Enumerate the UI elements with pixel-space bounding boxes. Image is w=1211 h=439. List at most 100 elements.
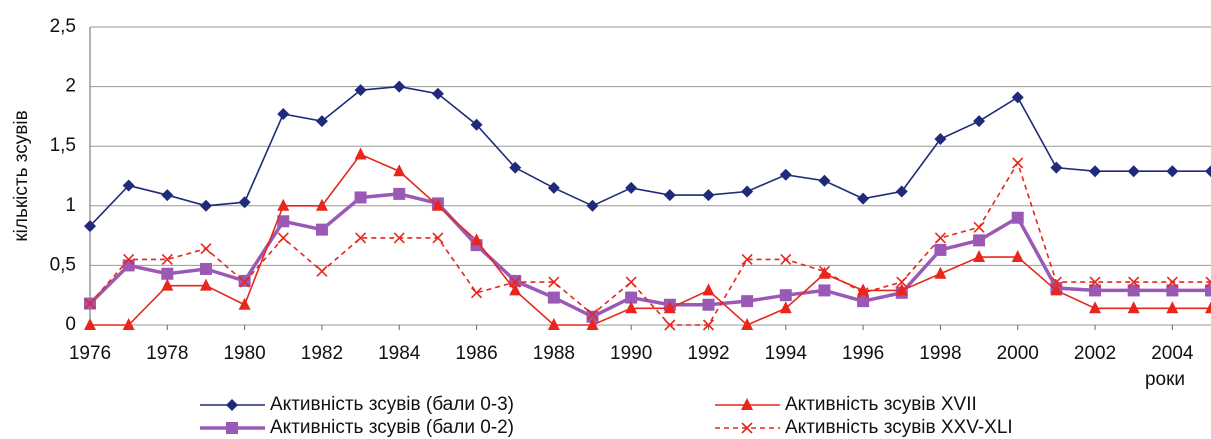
x-tick-label: 1984 — [378, 343, 421, 364]
y-tick-label: 2,5 — [50, 16, 76, 37]
data-point — [780, 253, 792, 266]
data-point — [586, 310, 599, 323]
data-point — [586, 199, 599, 212]
data-point — [200, 243, 212, 255]
data-point — [973, 234, 986, 247]
data-point — [741, 318, 754, 330]
x-tick-label: 1980 — [223, 343, 265, 364]
data-point — [432, 232, 444, 244]
data-point — [741, 185, 754, 198]
data-point — [779, 168, 792, 181]
data-point — [509, 274, 522, 287]
data-point — [277, 108, 290, 121]
legend-marker — [226, 422, 238, 434]
data-point — [625, 181, 638, 194]
data-point — [315, 223, 328, 236]
data-point — [548, 276, 560, 288]
data-point — [1011, 211, 1024, 224]
data-point — [431, 87, 444, 100]
data-point — [547, 291, 560, 304]
data-point — [625, 291, 638, 304]
data-point — [161, 278, 174, 291]
data-point — [1127, 165, 1140, 178]
x-tick-label: 1996 — [842, 343, 884, 364]
data-point — [663, 301, 676, 314]
data-point — [973, 250, 986, 263]
data-point — [470, 287, 483, 299]
data-point — [122, 259, 135, 272]
x-tick-label: 1990 — [610, 343, 652, 364]
legend-marker — [226, 399, 238, 411]
data-point — [1205, 165, 1211, 178]
data-point — [509, 283, 522, 296]
data-point — [1166, 276, 1178, 288]
data-point — [355, 232, 367, 244]
data-point — [1012, 157, 1024, 169]
data-point — [1128, 276, 1140, 288]
data-point — [1127, 301, 1140, 314]
data-point — [779, 301, 792, 314]
data-point — [122, 179, 135, 192]
series-line — [89, 160, 1211, 326]
data-point — [1205, 276, 1211, 288]
data-point — [199, 262, 212, 275]
data-point — [84, 220, 96, 233]
data-point — [702, 283, 715, 296]
data-point — [625, 301, 638, 314]
data-point — [509, 161, 522, 174]
legend-label: Активність зсувів (бали 0-2) — [270, 417, 514, 438]
data-point — [934, 243, 947, 256]
data-point — [1127, 284, 1140, 297]
x-tick-label: 2000 — [997, 343, 1039, 364]
data-point — [1166, 165, 1179, 178]
data-point — [1089, 165, 1102, 178]
data-point — [161, 267, 174, 280]
data-point — [702, 298, 715, 311]
data-point — [1166, 301, 1179, 314]
x-tick-label: 1986 — [455, 343, 497, 364]
data-point — [857, 192, 870, 205]
data-point — [934, 266, 947, 279]
data-point — [818, 265, 831, 277]
data-point — [84, 297, 96, 310]
legend-marker — [741, 398, 753, 410]
y-tick-label: 0 — [65, 314, 76, 335]
y-tick-label: 1,5 — [50, 135, 76, 156]
data-point — [238, 297, 251, 310]
data-point — [393, 232, 405, 244]
data-point — [664, 319, 676, 331]
data-point — [586, 308, 599, 320]
data-point — [934, 232, 946, 244]
x-axis-label: роки — [1145, 369, 1185, 390]
data-point — [663, 189, 676, 202]
data-point — [315, 198, 328, 211]
data-point — [818, 266, 831, 279]
series-line — [90, 153, 1211, 326]
data-point — [393, 187, 406, 200]
data-point — [354, 84, 367, 97]
x-tick-label: 1982 — [301, 343, 343, 364]
x-tick-label: 1998 — [919, 343, 961, 364]
legend-label: Активність зсувів (бали 0-3) — [270, 394, 514, 415]
data-point — [702, 189, 715, 202]
y-tick-label: 0,5 — [50, 254, 76, 275]
data-point — [895, 283, 908, 296]
data-point — [509, 276, 521, 288]
x-tick-label: 1978 — [146, 343, 188, 364]
data-point — [393, 164, 406, 177]
data-point — [431, 198, 444, 211]
data-point — [857, 287, 869, 299]
data-point — [1050, 283, 1063, 296]
data-point — [1089, 301, 1102, 314]
series-line — [88, 192, 1211, 319]
legend-label: Активність зсувів XXV-XLI — [785, 417, 1013, 438]
data-point — [779, 289, 792, 302]
legend-label: Активність зсувів XVII — [785, 394, 977, 415]
data-point — [1050, 276, 1062, 288]
data-point — [741, 295, 754, 308]
data-point — [586, 318, 599, 330]
data-point — [199, 199, 212, 212]
data-point — [547, 318, 560, 330]
data-point — [161, 253, 173, 266]
data-point — [1089, 276, 1101, 288]
